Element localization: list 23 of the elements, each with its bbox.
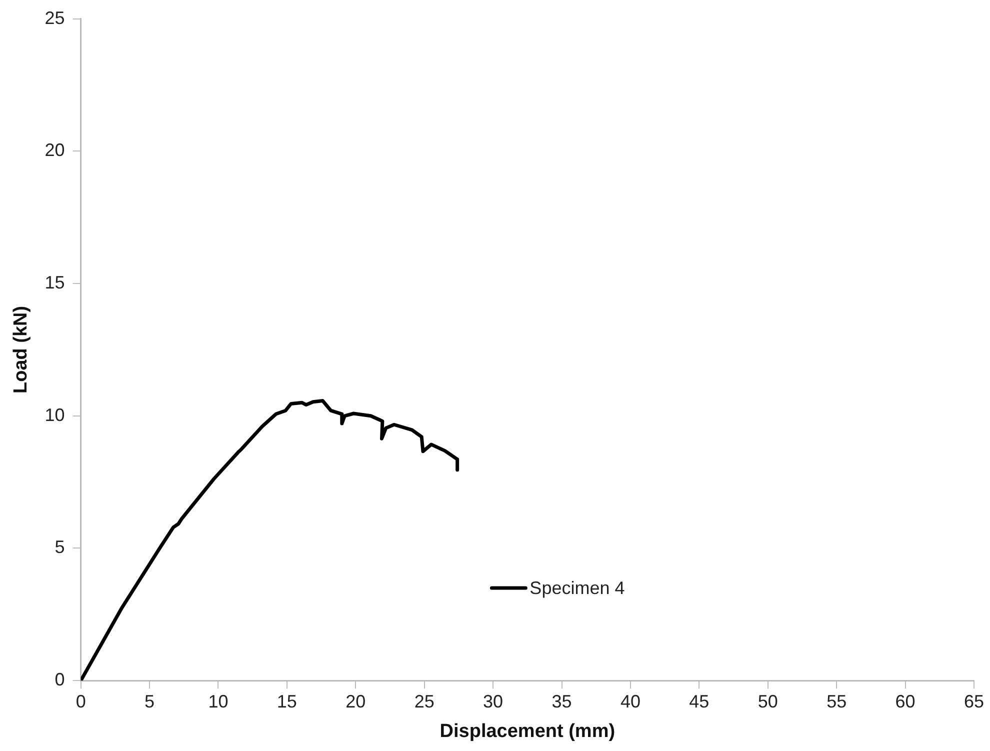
x-tick-label: 5 [144, 691, 155, 712]
x-tick-label: 50 [758, 691, 778, 712]
x-tick-label: 15 [276, 691, 297, 712]
x-tick-label: 30 [483, 691, 504, 712]
y-tick-label: 25 [44, 8, 65, 28]
x-tick-label: 60 [895, 691, 916, 712]
x-tick-label: 20 [346, 691, 366, 712]
y-tick-label: 15 [44, 272, 65, 292]
y-tick-label: 5 [54, 537, 65, 558]
y-tick-label: 0 [54, 670, 65, 690]
x-tick-label: 40 [620, 691, 640, 712]
x-tick-label: 35 [552, 691, 572, 712]
x-tick-label: 65 [964, 691, 984, 712]
y-tick-label: 20 [44, 140, 65, 160]
x-axis-title: Displacement (mm) [440, 720, 616, 742]
x-tick-label: 45 [689, 691, 710, 712]
x-tick-label: 55 [826, 691, 847, 712]
x-tick-label: 25 [414, 691, 434, 712]
x-tick-label: 0 [76, 691, 86, 712]
x-tick-label: 10 [208, 691, 228, 712]
legend-label: Specimen 4 [530, 578, 625, 598]
y-tick-label: 10 [44, 404, 65, 425]
y-axis-title: Load (kN) [10, 306, 32, 394]
